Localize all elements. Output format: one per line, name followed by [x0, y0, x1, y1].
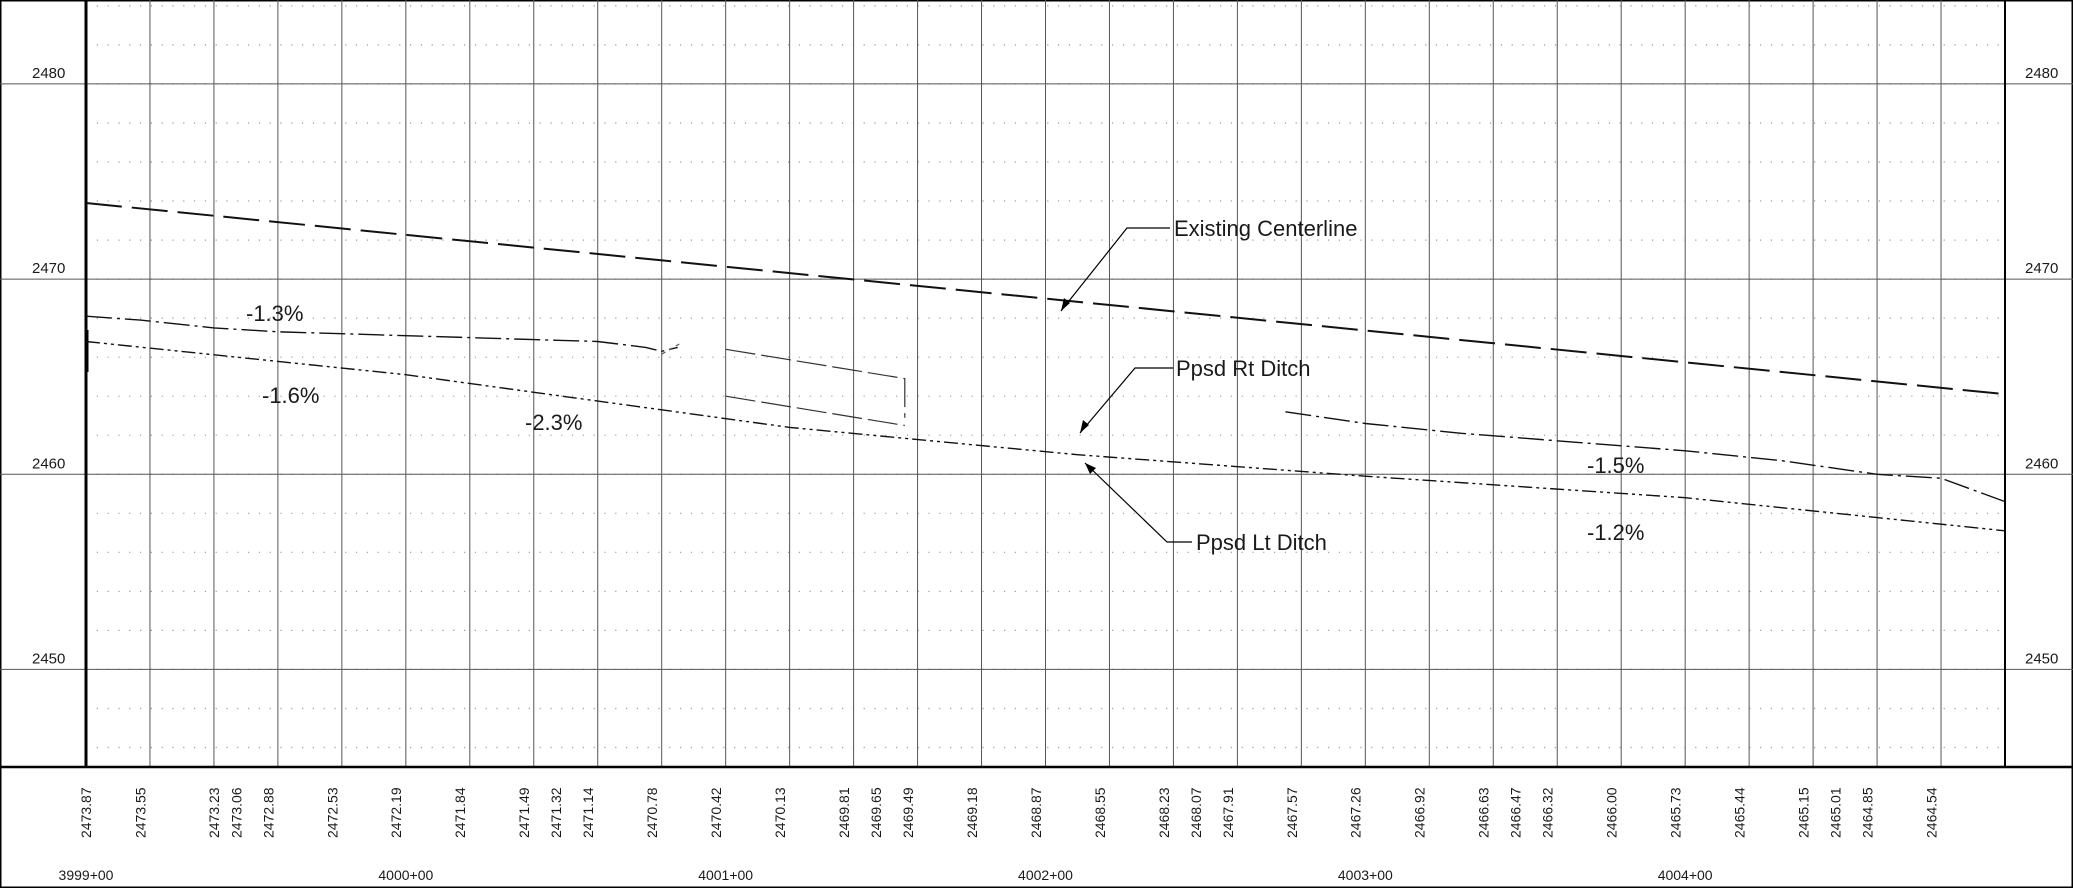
ppsd-rt-ditch-line — [85, 315, 678, 353]
elevation-label-right: 2450 — [2025, 650, 2058, 667]
elevation-label-right: 2470 — [2025, 260, 2058, 277]
rt-ditch-gap-stub — [661, 342, 682, 355]
existing-ground-elevation-value: 2472.53 — [324, 787, 340, 838]
elevation-label-left: 2450 — [32, 650, 65, 667]
existing-ground-elevation-value: 2466.32 — [1540, 787, 1556, 838]
ppsd-rt-ditch-arrowhead — [1080, 420, 1089, 433]
existing-ground-elevation-value: 2466.63 — [1476, 787, 1492, 838]
existing-ground-elevation-value: 2464.54 — [1923, 787, 1939, 838]
existing-ground-elevation-value: 2469.49 — [900, 787, 916, 838]
existing-ground-elevation-value: 2466.00 — [1604, 787, 1620, 838]
station-label: 4004+00 — [1658, 867, 1713, 883]
existing-ground-elevation-value: 2466.92 — [1412, 787, 1428, 838]
grade-label-lt-east: -1.2% — [1587, 520, 1644, 545]
grade-label-lt-west: -1.6% — [262, 383, 319, 408]
existing-ground-elevation-value: 2468.07 — [1188, 787, 1204, 838]
culvert-upper-line — [725, 348, 906, 418]
existing-ground-elevation-value: 2470.78 — [644, 787, 660, 838]
existing-ground-elevation-value: 2471.32 — [548, 787, 564, 838]
elevation-label-left: 2470 — [32, 260, 65, 277]
existing-ground-elevation-value: 2469.65 — [868, 787, 884, 838]
existing-ground-elevation-value: 2470.13 — [772, 787, 788, 838]
existing-ground-elevation-value: 2467.91 — [1220, 787, 1236, 838]
elevation-label-left: 2460 — [32, 455, 65, 472]
station-label-row: 3999+00 4000+00 4001+00 4002+00 4003+00 4004+… — [59, 867, 1713, 883]
ppsd-lt-ditch-line — [85, 340, 2006, 532]
existing-ground-elevation-value: 2471.84 — [452, 787, 468, 838]
existing-ground-elevation-value: 2470.42 — [708, 787, 724, 838]
existing-ground-elevation-row: 2473.87 2473.55 2473.23 2473.06 2472.88 2472.… — [78, 787, 1939, 838]
existing-ground-elevation-value: 2468.23 — [1156, 787, 1172, 838]
ppsd-rt-ditch-callout: Ppsd Rt Ditch — [1176, 356, 1311, 381]
elevation-label-right: 2480 — [2025, 65, 2058, 82]
station-label: 4003+00 — [1338, 867, 1393, 883]
existing-ground-elevation-value: 2473.06 — [228, 787, 244, 838]
existing-ground-elevation-value: 2465.01 — [1827, 787, 1843, 838]
existing-ground-elevation-value: 2469.18 — [964, 787, 980, 838]
existing-ground-elevation-value: 2469.81 — [836, 787, 852, 838]
station-label: 4001+00 — [698, 867, 753, 883]
existing-ground-elevation-value: 2472.88 — [260, 787, 276, 838]
ppsd-rt-ditch-leader — [1079, 367, 1173, 434]
existing-ground-elevation-value: 2466.47 — [1508, 787, 1524, 838]
station-label: 4002+00 — [1018, 867, 1073, 883]
existing-ground-elevation-value: 2468.87 — [1028, 787, 1044, 838]
grade-label-rt-west: -1.3% — [246, 301, 303, 326]
ppsd-lt-ditch-callout: Ppsd Lt Ditch — [1196, 530, 1327, 555]
existing-centerline-arrowhead — [1061, 298, 1070, 311]
existing-centerline-callout: Existing Centerline — [1174, 216, 1357, 241]
station-label: 3999+00 — [59, 867, 114, 883]
existing-ground-elevation-value: 2464.85 — [1859, 787, 1875, 838]
existing-ground-elevation-value: 2471.49 — [516, 787, 532, 838]
existing-centerline-leader — [1060, 227, 1170, 312]
existing-ground-elevation-value: 2465.73 — [1668, 787, 1684, 838]
grade-label-rt-east: -1.5% — [1587, 453, 1644, 478]
culvert-lower-line — [725, 395, 905, 427]
existing-ground-elevation-value: 2467.26 — [1348, 787, 1364, 838]
existing-ground-elevation-value: 2465.15 — [1796, 787, 1812, 838]
existing-ground-elevation-value: 2473.23 — [206, 787, 222, 838]
elevation-label-right: 2460 — [2025, 455, 2058, 472]
existing-ground-elevation-value: 2467.57 — [1284, 787, 1300, 838]
ppsd-lt-ditch-arrowhead — [1085, 463, 1096, 474]
existing-ground-elevation-value: 2472.19 — [388, 787, 404, 838]
existing-ground-elevation-value: 2468.55 — [1092, 787, 1108, 838]
existing-ground-elevation-value: 2473.87 — [78, 787, 94, 838]
existing-ground-elevation-value: 2473.55 — [132, 787, 148, 838]
grade-label-lt-mid: -2.3% — [525, 410, 582, 435]
station-label: 4000+00 — [378, 867, 433, 883]
elevation-label-left: 2480 — [32, 65, 65, 82]
ppsd-rt-ditch-line-east — [1285, 411, 2006, 503]
existing-ground-elevation-value: 2465.44 — [1732, 787, 1748, 838]
ppsd-lt-ditch-leader — [1084, 462, 1192, 543]
existing-ground-elevation-value: 2471.14 — [580, 787, 596, 838]
major-grid — [0, 0, 2073, 767]
